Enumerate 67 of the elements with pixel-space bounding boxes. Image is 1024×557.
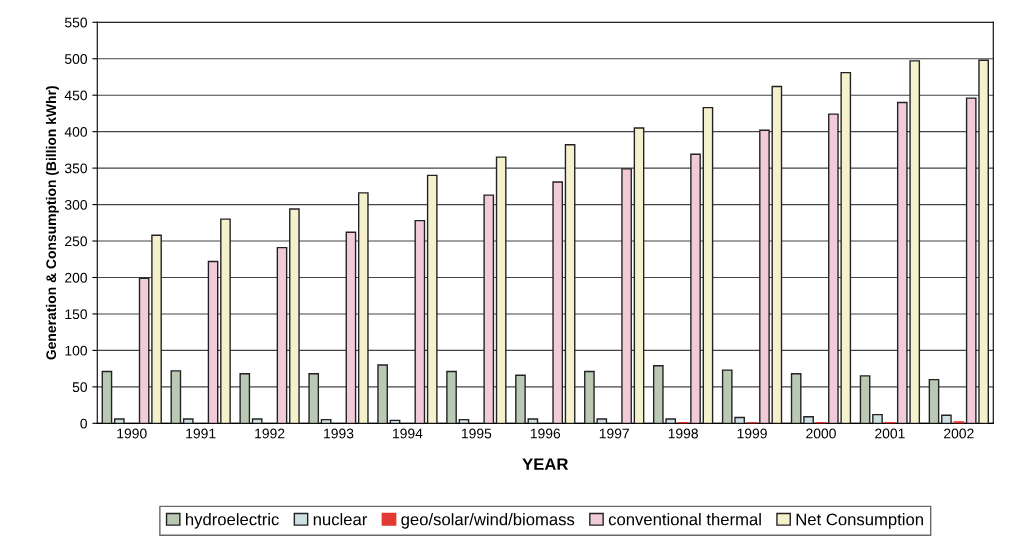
y-tick-label: 0 (80, 418, 88, 429)
x-tick-label: 2000 (806, 428, 836, 439)
bar (239, 373, 251, 424)
y-tick-label: 150 (65, 309, 88, 320)
x-tick-label: 2002 (944, 428, 974, 439)
bar (859, 375, 871, 424)
bar (345, 231, 357, 424)
y-tick-label: 550 (64, 17, 88, 28)
bar (357, 192, 369, 424)
bar (113, 418, 125, 424)
bar (276, 246, 288, 424)
bar (690, 153, 701, 424)
bar (289, 208, 300, 424)
x-tick-label: 1993 (324, 428, 354, 439)
legend-label: conventional thermal (608, 513, 761, 526)
y-tick-label: 400 (64, 126, 88, 137)
bar (483, 194, 495, 424)
bar (426, 174, 438, 424)
legend-label: Net Consumption (796, 513, 923, 529)
bar (170, 370, 182, 424)
bar (495, 156, 507, 424)
y-tick-label: 200 (65, 272, 88, 283)
bar (527, 418, 539, 424)
bar (251, 418, 263, 424)
bar (759, 129, 770, 424)
y-tick-label: 300 (64, 199, 88, 210)
bar (207, 260, 219, 424)
bar (182, 418, 194, 424)
bar (515, 374, 526, 424)
bar (138, 277, 150, 424)
bar (414, 219, 426, 424)
legend-label: geo/solar/wind/biomass (401, 513, 575, 529)
x-tick-label: 1992 (255, 428, 285, 439)
y-tick-label: 450 (64, 90, 88, 101)
bar (621, 168, 632, 424)
x-tick-label: 1999 (737, 428, 767, 439)
bar (702, 106, 714, 424)
x-axis-title: YEAR (522, 458, 569, 470)
y-tick-label: 50 (72, 382, 88, 393)
x-tick-label: 1995 (461, 428, 492, 439)
x-tick-label: 1998 (668, 428, 698, 439)
y-axis-title: Generation & Consumption (Billion kWhr) (45, 86, 59, 360)
legend-label: hydroelectric (186, 513, 279, 529)
bar (552, 181, 564, 424)
bar (941, 414, 952, 424)
y-tick-label: 500 (64, 54, 88, 64)
x-tick-label: 1996 (530, 428, 561, 439)
bar (220, 218, 231, 424)
bar (771, 85, 783, 424)
x-tick-label: 1991 (186, 428, 216, 439)
y-tick-label: 250 (65, 236, 88, 247)
bar (564, 144, 576, 424)
bar (151, 234, 162, 424)
bar (308, 373, 320, 424)
legend-label: nuclear (313, 513, 368, 526)
bar (872, 413, 883, 424)
y-tick-label: 350 (64, 163, 88, 174)
x-tick-label: 1997 (599, 428, 629, 439)
bar (633, 127, 645, 424)
bar (446, 370, 457, 424)
x-tick-label: 1990 (117, 428, 147, 439)
bar (377, 364, 388, 424)
bar (101, 370, 113, 424)
x-tick-label: 2001 (875, 428, 905, 439)
bar (928, 378, 940, 424)
x-tick-label: 1994 (393, 428, 423, 439)
y-tick-label: 100 (65, 345, 88, 356)
